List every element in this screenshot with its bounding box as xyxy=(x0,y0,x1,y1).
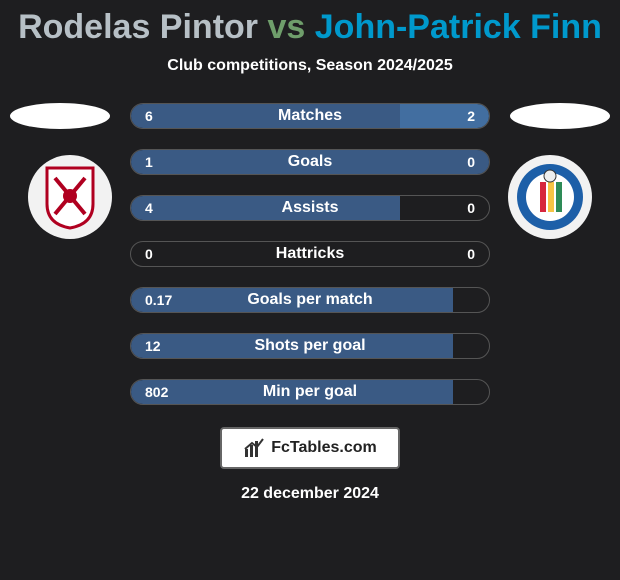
stat-row: 0.17 Goals per match xyxy=(130,287,490,313)
player-silhouette-left xyxy=(10,103,110,129)
stat-rows: 6 Matches 2 1 Goals 0 4 Assists 0 0 Hattricks 0 0.17… xyxy=(130,103,490,405)
stat-value-left: 4 xyxy=(145,200,153,216)
granada-crest xyxy=(28,155,112,239)
stat-value-left: 12 xyxy=(145,338,161,354)
stat-value-left: 6 xyxy=(145,108,153,124)
stat-label: Goals per match xyxy=(247,291,372,309)
stat-row: 1 Goals 0 xyxy=(130,149,490,175)
stat-value-right: 0 xyxy=(467,154,475,170)
stat-value-right: 0 xyxy=(467,246,475,262)
date-text: 22 december 2024 xyxy=(0,485,620,503)
comparison-panel: 6 Matches 2 1 Goals 0 4 Assists 0 0 Hattricks 0 0.17… xyxy=(0,103,620,405)
stat-label: Hattricks xyxy=(276,245,344,263)
stat-value-left: 802 xyxy=(145,384,168,400)
stat-fill-left xyxy=(131,196,400,220)
stat-label: Matches xyxy=(278,107,342,125)
stat-row: 6 Matches 2 xyxy=(130,103,490,129)
stat-fill-left xyxy=(131,104,400,128)
fctables-logo: FcTables.com xyxy=(220,427,400,469)
stat-label: Goals xyxy=(288,153,332,171)
subtitle: Club competitions, Season 2024/2025 xyxy=(0,57,620,75)
stat-value-left: 1 xyxy=(145,154,153,170)
stat-value-right: 0 xyxy=(467,200,475,216)
stat-label: Min per goal xyxy=(263,383,357,401)
stat-label: Assists xyxy=(282,199,339,217)
stat-label: Shots per goal xyxy=(254,337,365,355)
player-silhouette-right xyxy=(510,103,610,129)
stat-fill-right xyxy=(400,104,490,128)
stat-row: 0 Hattricks 0 xyxy=(130,241,490,267)
stat-value-left: 0 xyxy=(145,246,153,262)
logo-text: FcTables.com xyxy=(271,439,377,457)
getafe-crest xyxy=(508,155,592,239)
stat-value-right: 2 xyxy=(467,108,475,124)
stat-value-left: 0.17 xyxy=(145,292,172,308)
stat-row: 4 Assists 0 xyxy=(130,195,490,221)
page-title: Rodelas Pintor vs John-Patrick Finn xyxy=(0,0,620,47)
title-player2: John-Patrick Finn xyxy=(315,8,602,46)
stat-row: 802 Min per goal xyxy=(130,379,490,405)
stat-row: 12 Shots per goal xyxy=(130,333,490,359)
title-player1: Rodelas Pintor xyxy=(18,8,258,46)
title-vs: vs xyxy=(267,8,305,46)
